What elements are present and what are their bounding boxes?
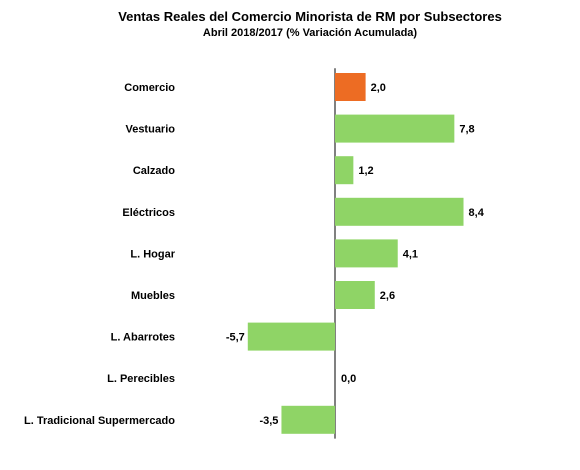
category-label: Calzado bbox=[133, 165, 175, 177]
bar bbox=[247, 322, 335, 351]
data-label: 2,6 bbox=[380, 290, 395, 302]
data-label: 0,0 bbox=[341, 373, 356, 385]
data-label: -3,5 bbox=[259, 415, 278, 427]
category-label: L. Tradicional Supermercado bbox=[24, 415, 175, 427]
data-label: 2,0 bbox=[371, 82, 386, 94]
data-label: 7,8 bbox=[459, 124, 474, 136]
category-label: L. Perecibles bbox=[107, 373, 175, 385]
category-label: Eléctricos bbox=[122, 207, 175, 219]
data-label: -5,7 bbox=[226, 332, 245, 344]
data-label: 1,2 bbox=[358, 165, 373, 177]
category-label: Muebles bbox=[131, 290, 175, 302]
bar bbox=[335, 239, 398, 268]
category-label: L. Hogar bbox=[130, 248, 175, 260]
data-label: 8,4 bbox=[469, 207, 485, 219]
category-label: L. Abarrotes bbox=[111, 332, 175, 344]
chart-title: Ventas Reales del Comercio Minorista de … bbox=[118, 9, 502, 24]
bar bbox=[335, 197, 464, 226]
data-label: 4,1 bbox=[403, 248, 418, 260]
bar bbox=[335, 73, 366, 101]
chart-subtitle: Abril 2018/2017 (% Variación Acumulada) bbox=[202, 27, 418, 39]
bar bbox=[335, 281, 375, 309]
bar bbox=[335, 156, 354, 185]
bar bbox=[335, 114, 455, 143]
category-label: Comercio bbox=[124, 82, 175, 94]
bar bbox=[281, 405, 335, 434]
category-label: Vestuario bbox=[125, 124, 175, 136]
